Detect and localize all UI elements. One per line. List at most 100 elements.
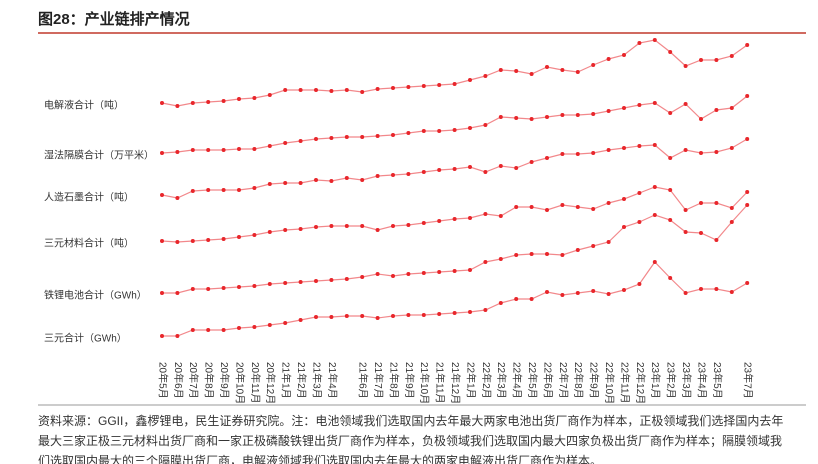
point (498, 214, 503, 218)
point (714, 58, 719, 62)
point (406, 313, 411, 317)
point (575, 205, 580, 209)
point (637, 220, 642, 224)
x-tick-label: 21年4月 (326, 362, 339, 399)
point (637, 144, 642, 148)
point (483, 260, 488, 264)
point (560, 293, 565, 297)
point (575, 291, 580, 295)
point (160, 291, 164, 295)
point (298, 139, 303, 143)
point (622, 146, 626, 150)
x-tick-label: 20年8月 (203, 362, 216, 399)
point (190, 239, 195, 243)
point (560, 203, 565, 207)
point (652, 38, 657, 42)
point (375, 134, 380, 138)
point (375, 228, 380, 232)
point (452, 128, 457, 132)
point (391, 133, 395, 137)
point (545, 156, 549, 160)
point (529, 117, 534, 121)
point (252, 325, 257, 329)
point (314, 178, 318, 182)
series-line (162, 261, 748, 337)
x-tick-label: 20年11月 (249, 362, 262, 404)
point (375, 316, 380, 320)
point (560, 113, 565, 117)
point (591, 244, 596, 248)
x-tick-label: 23年2月 (665, 362, 678, 399)
point (545, 208, 549, 212)
point (237, 285, 241, 289)
point (729, 220, 734, 224)
point (344, 135, 349, 139)
point (190, 328, 195, 332)
point (314, 315, 318, 319)
x-tick-label: 21年11月 (434, 362, 447, 404)
point (483, 308, 488, 312)
point (468, 165, 472, 169)
point (267, 282, 272, 286)
point (452, 167, 457, 171)
point (745, 281, 750, 285)
point (483, 123, 488, 127)
point (252, 147, 257, 151)
point (683, 148, 688, 152)
point (190, 148, 195, 152)
x-tick-label: 22年5月 (526, 362, 539, 399)
point (190, 101, 195, 105)
point (329, 89, 334, 93)
point (360, 275, 365, 279)
point (637, 191, 642, 195)
point (745, 43, 750, 47)
point (468, 310, 472, 314)
point (591, 289, 596, 293)
point (668, 188, 673, 192)
point (560, 152, 565, 156)
point (529, 205, 534, 209)
point (190, 189, 195, 193)
point (606, 201, 611, 205)
point (160, 151, 164, 155)
point (514, 205, 519, 209)
point (545, 65, 549, 69)
point (545, 115, 549, 119)
point (406, 272, 411, 276)
x-tick-label: 20年9月 (218, 362, 231, 399)
x-tick-label: 23年4月 (695, 362, 708, 399)
point (437, 219, 442, 223)
point (575, 248, 580, 252)
point (175, 196, 180, 200)
point (344, 176, 349, 180)
point (529, 72, 534, 76)
point (175, 150, 180, 154)
x-tick-label: 22年3月 (495, 362, 508, 399)
point (498, 68, 503, 72)
point (729, 54, 734, 58)
point (652, 260, 657, 264)
x-tick-label: 22年8月 (572, 362, 585, 399)
x-tick-label: 22年4月 (511, 362, 524, 399)
point (329, 315, 334, 319)
point (267, 93, 272, 97)
point (237, 326, 241, 330)
point (160, 101, 164, 105)
point (391, 86, 395, 90)
point (560, 253, 565, 257)
point (406, 85, 411, 89)
point (498, 164, 503, 168)
point (606, 240, 611, 244)
point (714, 201, 719, 205)
point (729, 106, 734, 110)
x-tick-label: 22年10月 (603, 362, 616, 404)
point (468, 126, 472, 130)
point (699, 117, 703, 121)
point (175, 104, 180, 108)
point (298, 88, 303, 92)
point (652, 185, 657, 189)
point (160, 239, 164, 243)
point (606, 57, 611, 61)
point (329, 136, 334, 140)
